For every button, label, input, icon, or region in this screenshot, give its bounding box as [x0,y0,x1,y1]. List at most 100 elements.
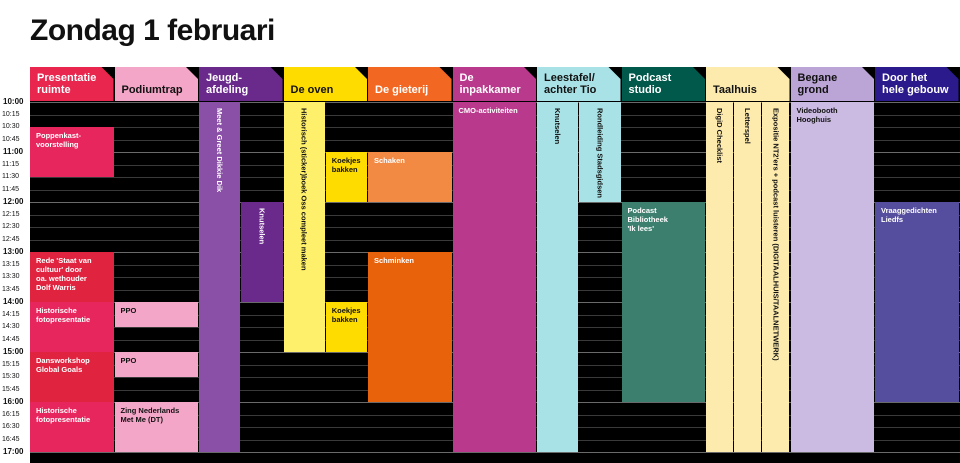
event-block[interactable]: PPO [114,302,198,327]
event-label: Rondleiding Stadsgidsen [595,108,605,199]
event-block[interactable]: Rede 'Staat van cultuur' door oa. wethoude… [30,252,114,302]
event-block[interactable]: Historische fotopresentatie [30,402,114,452]
column-header-line1: Jeugd- [206,72,243,84]
event-label: Knutselen [257,208,267,245]
event-label: fotopresentatie [36,315,91,324]
column-header-line2: studio [628,84,662,96]
event-block[interactable]: Poppenkast-voorstelling [30,127,114,177]
event-block[interactable]: PPO [114,352,198,377]
time-label: 12:45 [2,235,20,243]
time-label: 13:30 [2,273,20,280]
event-block[interactable]: Letterspel [734,102,762,452]
event-block[interactable]: Koekjes bakken [325,302,367,352]
event-block[interactable]: Schminken [368,252,452,402]
event-block[interactable]: CMO-activiteiten [452,102,536,452]
event-label: bakken [331,165,358,174]
event-block[interactable]: Podcast Bibliotheek 'Ik lees' [621,202,705,402]
column-header: Leestafel/achter Tio [537,67,621,101]
event-label: Schminken [374,256,415,265]
column-header-line1: Presentatie [37,72,97,84]
column-header-line1 [291,72,368,84]
event-block[interactable]: Koekjes bakken [325,152,367,202]
event-block[interactable]: DigiD Checklist [706,102,734,452]
time-label: 13:00 [3,247,24,256]
event-block[interactable]: Expositie NT2'ers + podcast luisteren (D… [762,102,790,452]
time-label: 15:00 [3,347,24,356]
event-label: Hooghuis [796,115,832,124]
event-label: Met Me (DT) [120,415,164,424]
column-header-line2: De oven [290,84,334,96]
event-label: Koekjes [331,306,361,315]
event-label: Poppenkast- [36,131,82,140]
event-label: Schaken [374,156,405,165]
column-header-line2: afdeling [206,84,249,96]
column-header-line2: inpakkamer [459,84,521,96]
column-header: Begane grond [791,67,875,101]
time-label: 11:45 [2,185,19,193]
time-label: 12:30 [2,223,20,230]
time-label: 12:15 [2,210,20,218]
time-label: 16:00 [3,397,24,406]
column-header-line1: Door het [882,72,928,84]
time-label: 16:15 [2,410,20,418]
page-title: Zondag 1 februari [30,14,275,47]
event-block[interactable]: Videobooth Hooghuis [790,102,874,452]
time-label: 14:45 [2,335,20,343]
event-label: Historische [36,306,77,315]
column-header-line2: Podiumtrap [121,84,183,96]
event-label: voorstelling [36,140,79,149]
event-label: Historisch (sticker)boek Oss compleet ma… [299,108,309,271]
event-label: PPO [120,306,137,315]
time-label: 10:00 [3,97,24,106]
column-header-line1 [713,72,790,84]
column-header-line1 [122,72,199,84]
event-label: Zing Nederlands [120,406,180,415]
event-block[interactable]: Knutselen [241,202,283,302]
column-header-line2: hele gebouw [882,84,949,96]
time-label: 16:30 [2,423,20,430]
column-header: Presentatie ruimte [30,67,114,101]
event-label: Bibliotheek [627,215,668,224]
time-label: 17:00 [3,447,24,456]
event-block[interactable]: Schaken [368,152,452,202]
column-header-line2: De gieterij [375,84,429,96]
event-block[interactable]: Vraaggedichten Liedfs [875,202,959,402]
event-label: oa. wethouder [36,274,87,283]
time-label: 10:45 [2,135,20,143]
event-label: Expositie NT2'ers + podcast luisteren (D… [771,108,781,361]
column-header: De inpakkamer [453,67,537,101]
column-header: De gieterij [368,67,452,101]
gridline [30,452,960,453]
event-label: Meet & Greet Dikkie Dik [215,108,225,193]
event-block[interactable]: Dansworkshop Global Goals [30,352,114,402]
time-label: 11:15 [2,160,19,168]
time-label: 15:45 [2,385,20,393]
column-header: Podcast studio [622,67,706,101]
event-label: Knutselen [553,108,563,145]
event-label: Rede 'Staat van [36,256,92,265]
event-block[interactable]: Meet & Greet Dikkie Dik [199,102,241,452]
column-header-line2: achter Tio [544,84,597,96]
time-label: 16:45 [2,435,20,443]
event-label: Videobooth [796,106,838,115]
time-label: 14:15 [2,310,20,318]
event-block[interactable]: Rondleiding Stadsgidsen [579,102,621,202]
event-block[interactable]: Historische fotopresentatie [30,302,114,352]
time-label: 14:00 [3,297,24,306]
time-column: 10:00 10:15 10:30 10:45 11:00 11:15 11:30 11:45… [0,67,30,463]
column-header-line1: Begane [797,72,838,84]
time-label: 11:00 [3,147,24,156]
event-block[interactable]: Zing Nederlands Met Me (DT) [114,402,198,452]
column-header-line1 [375,72,452,84]
column-header: De oven [284,67,368,101]
column-header-line2: Taalhuis [713,84,757,96]
event-block[interactable]: Historisch (sticker)boek Oss compleet ma… [283,102,325,352]
time-label: 15:30 [2,373,20,380]
event-block[interactable]: Knutselen [537,102,579,452]
event-label: Dansworkshop [36,356,90,365]
column-header-line2: ruimte [37,84,71,96]
event-label: Historische [36,406,77,415]
event-label: DigiD Checklist [715,108,725,164]
event-label: PPO [120,356,137,365]
event-label: Global Goals [36,365,83,374]
